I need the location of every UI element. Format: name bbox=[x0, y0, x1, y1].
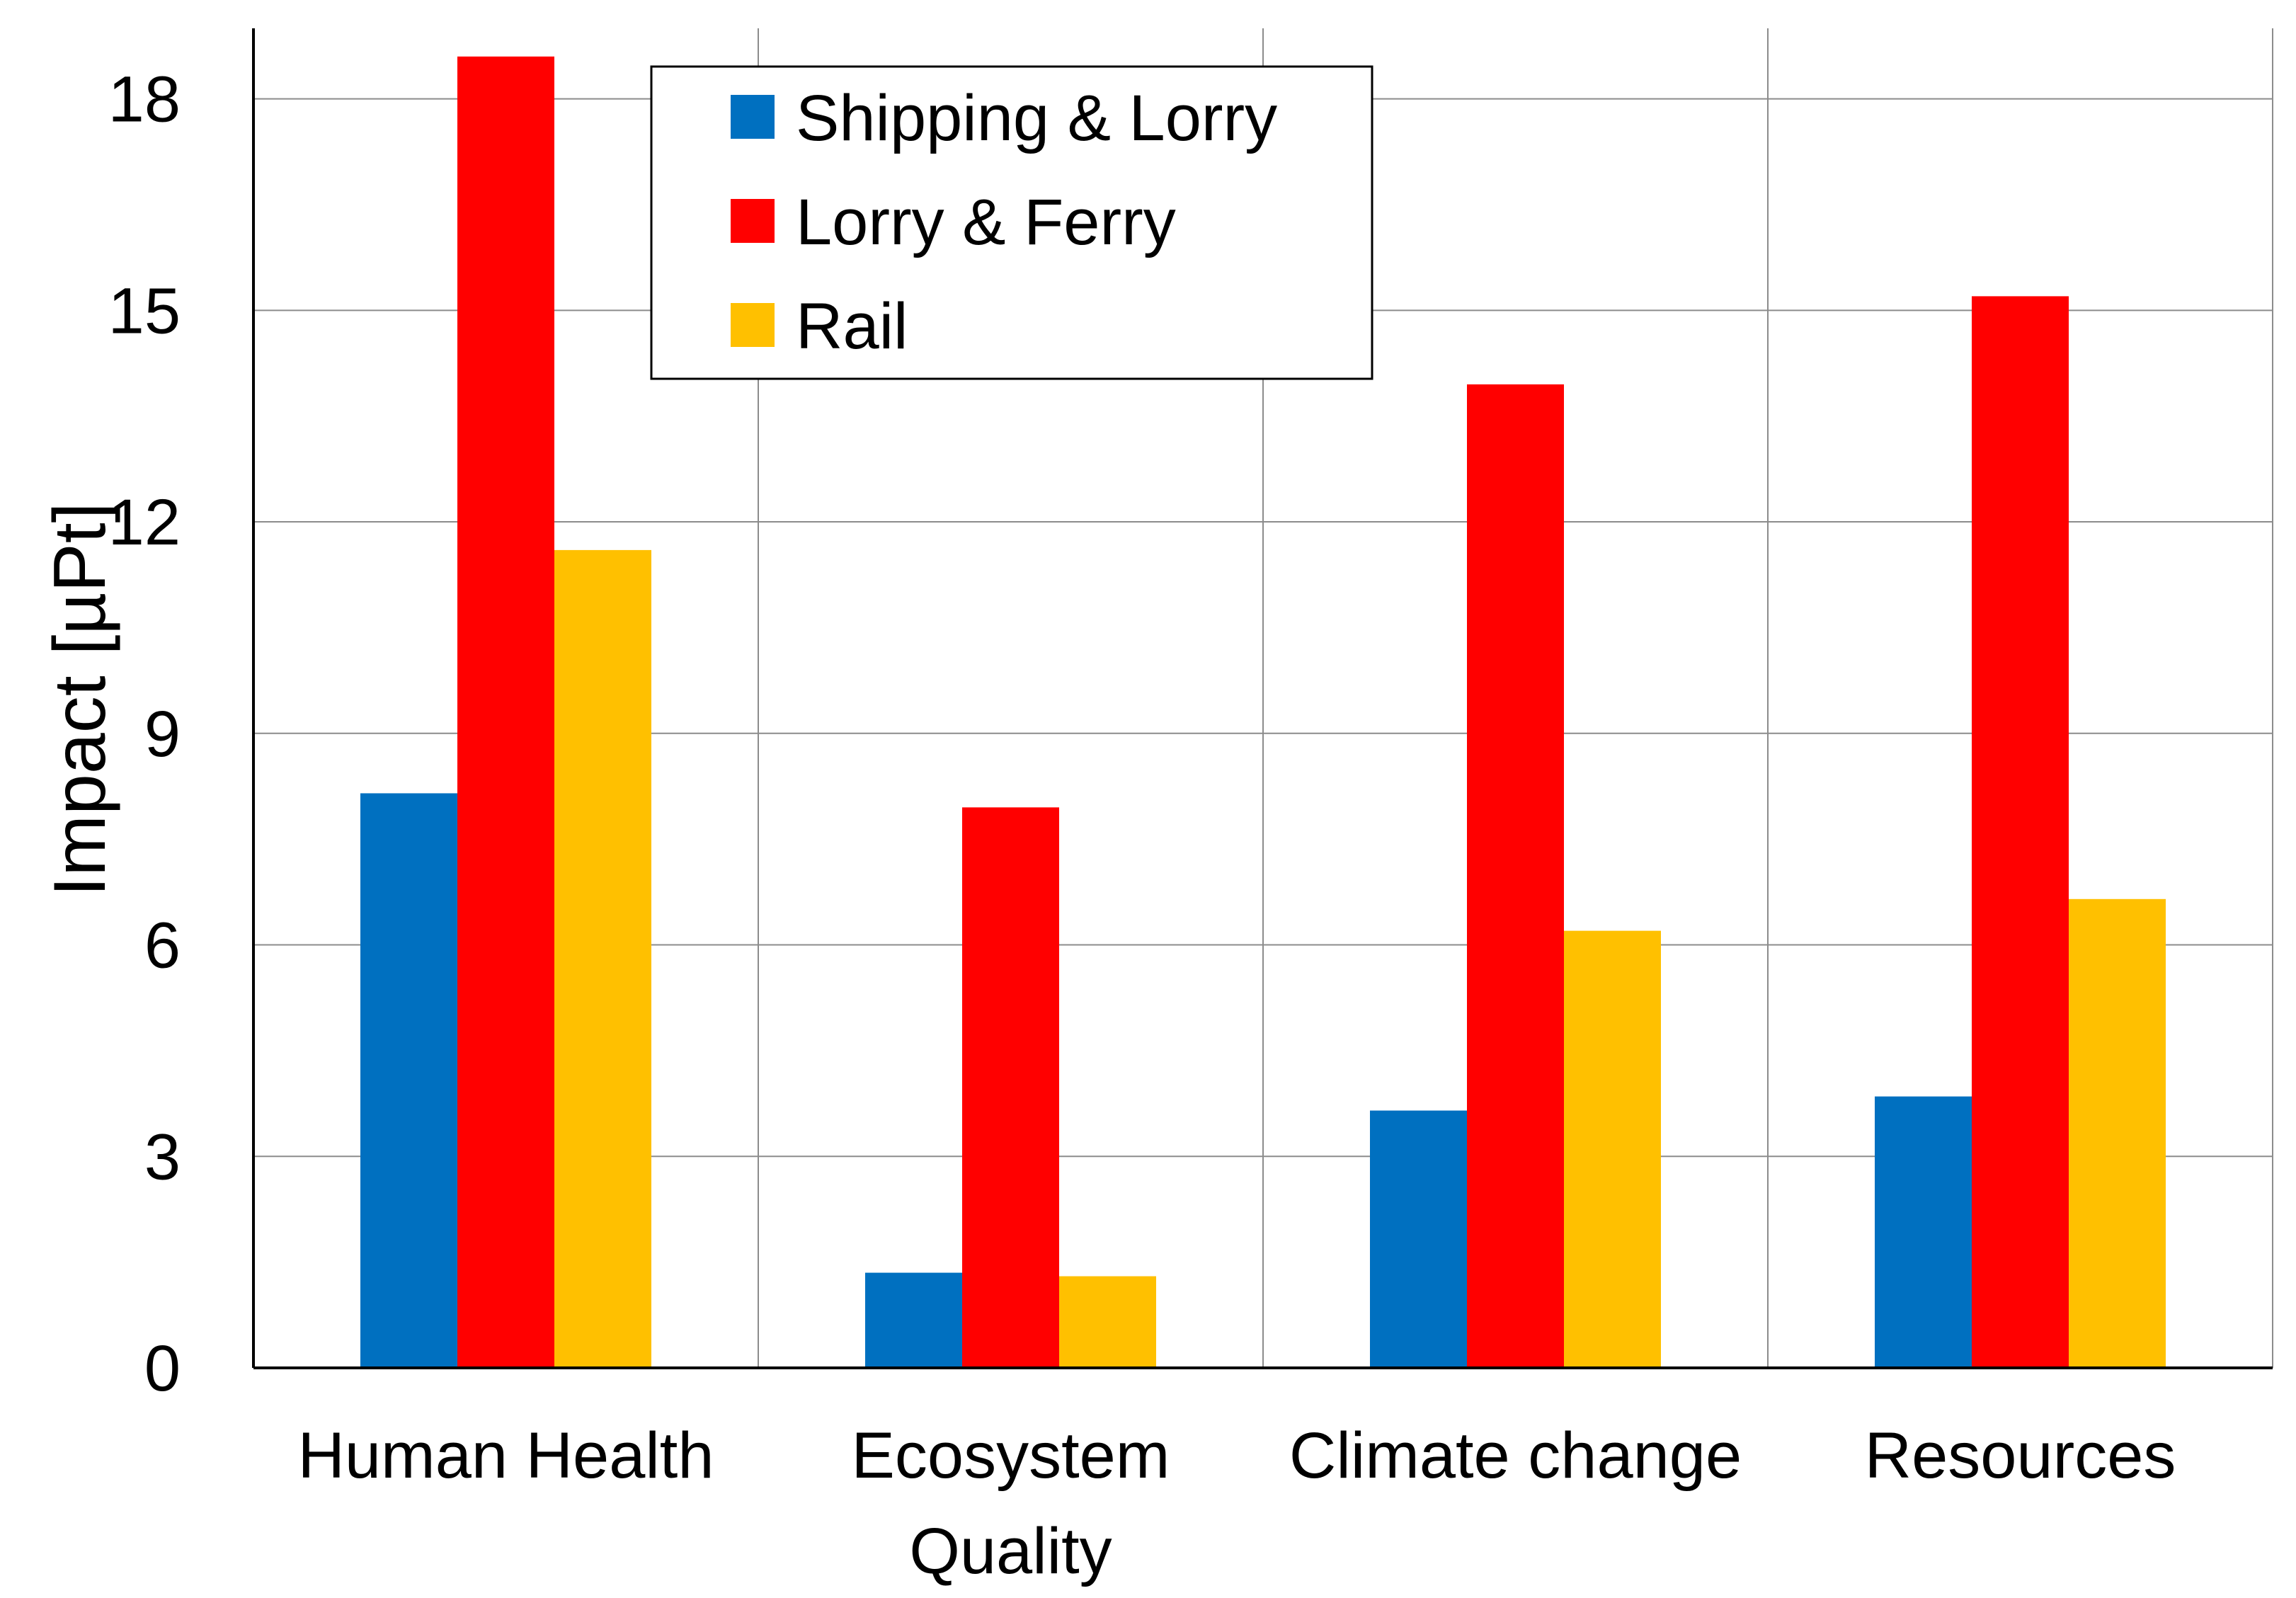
axes bbox=[252, 28, 2273, 1369]
legend-swatch bbox=[731, 199, 775, 243]
x-category-label: Human Health bbox=[297, 1420, 714, 1492]
legend-label: Rail bbox=[796, 290, 908, 363]
legend-swatch bbox=[731, 95, 775, 139]
bar bbox=[1875, 1096, 1972, 1368]
y-tick-label: 0 bbox=[144, 1332, 181, 1405]
y-tick-label: 9 bbox=[144, 698, 181, 770]
bar bbox=[1972, 296, 2069, 1368]
x-category-label: Resources bbox=[1865, 1420, 2176, 1492]
bars bbox=[360, 56, 2166, 1369]
bar bbox=[457, 56, 554, 1369]
bar bbox=[1467, 384, 1564, 1368]
bar bbox=[1564, 930, 1661, 1368]
bar bbox=[360, 793, 457, 1368]
x-category-labels: Human Health Ecosystem Quality Climate chan… bbox=[297, 1420, 2176, 1587]
y-tick-label: 15 bbox=[108, 275, 181, 347]
legend-swatch bbox=[731, 303, 775, 347]
bar bbox=[962, 807, 1059, 1368]
y-tick-label: 12 bbox=[108, 486, 181, 559]
x-category-label: Ecosystem bbox=[852, 1420, 1170, 1492]
y-axis-label: Impact [µPt] bbox=[39, 503, 121, 897]
legend-label: Shipping & Lorry bbox=[796, 82, 1277, 154]
y-tick-label: 6 bbox=[144, 910, 181, 982]
legend: Shipping & Lorry Lorry & Ferry Rail bbox=[650, 65, 1373, 380]
bar bbox=[1370, 1110, 1467, 1368]
x-category-label-line2: Quality bbox=[909, 1515, 1112, 1587]
y-tick-label: 3 bbox=[144, 1121, 181, 1193]
legend-label: Lorry & Ferry bbox=[796, 186, 1176, 258]
x-category-label: Climate change bbox=[1289, 1420, 1742, 1492]
y-tick-labels: 0 3 6 9 12 15 18 bbox=[108, 64, 181, 1405]
bar bbox=[1059, 1276, 1156, 1368]
y-tick-label: 18 bbox=[108, 64, 181, 136]
bar bbox=[865, 1272, 962, 1368]
bar bbox=[554, 549, 651, 1368]
bar bbox=[2069, 898, 2166, 1368]
